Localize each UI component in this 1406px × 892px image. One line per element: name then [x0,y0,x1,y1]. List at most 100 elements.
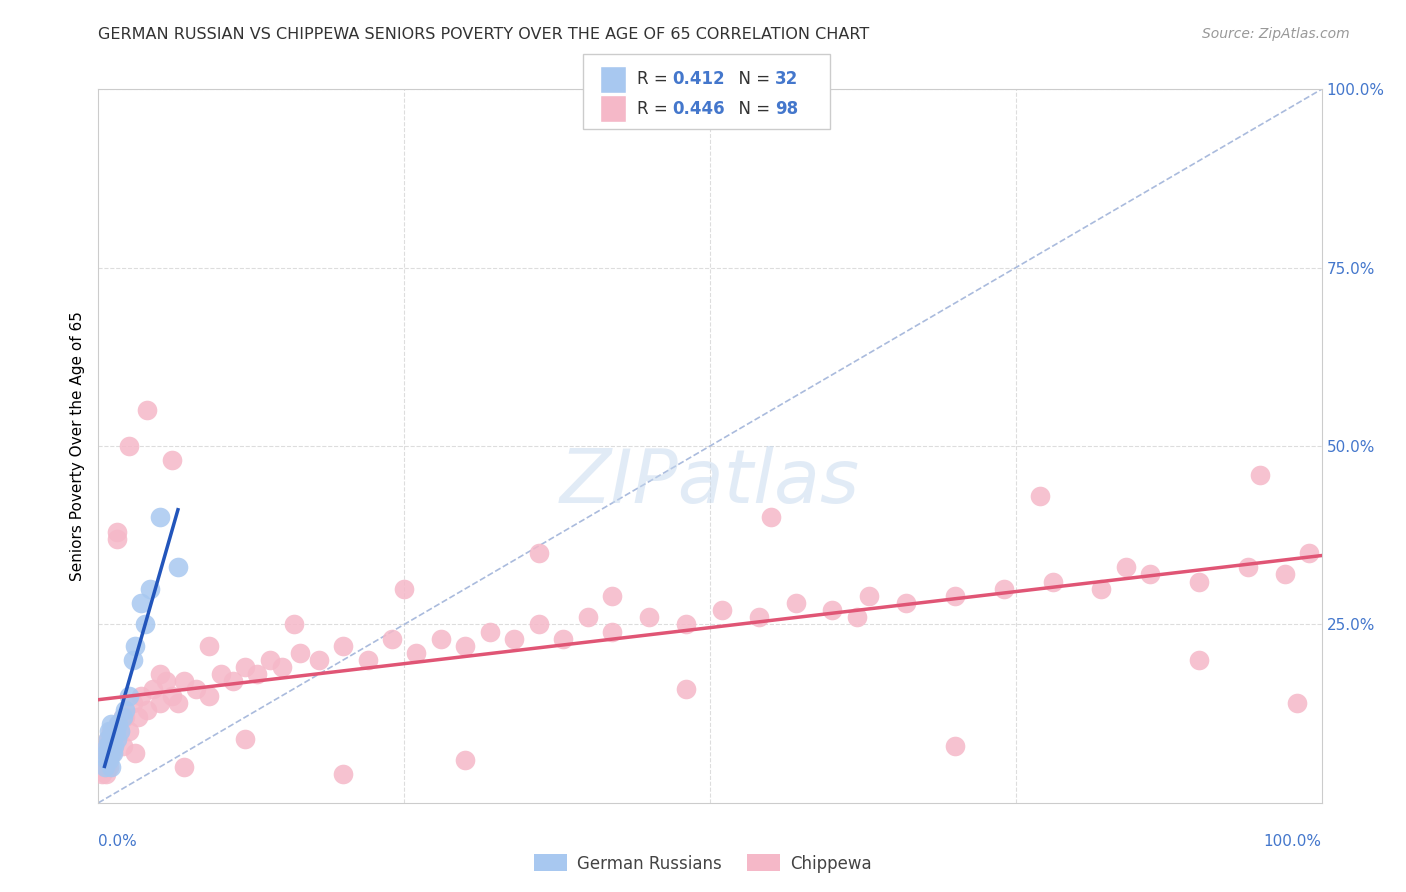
Text: 98: 98 [775,100,797,118]
Point [638,610,661,624]
Point [96,760,118,774]
Point [101,739,124,753]
Point [600,624,623,639]
Point [1115,560,1137,574]
Point [110,724,132,739]
Point [129,596,152,610]
Point [233,660,256,674]
Point [136,703,159,717]
Point [1249,467,1271,482]
Point [101,746,124,760]
Point [160,453,183,467]
Point [1298,546,1320,560]
Point [96,739,118,753]
Point [430,632,453,646]
Point [405,646,427,660]
Point [173,760,195,774]
Point [142,681,165,696]
Point [111,710,134,724]
Point [197,639,219,653]
Point [943,589,966,603]
Point [894,596,917,610]
Point [160,689,183,703]
Text: ZIPatlas: ZIPatlas [560,446,860,517]
Point [91,760,114,774]
Point [503,632,526,646]
Point [553,632,575,646]
Point [197,689,219,703]
Point [101,724,124,739]
Point [105,532,128,546]
Point [101,731,124,746]
Point [104,724,127,739]
Point [93,760,115,774]
Point [114,710,136,724]
Point [259,653,281,667]
Point [1042,574,1064,589]
Point [105,731,128,746]
Point [858,589,880,603]
Point [124,639,146,653]
Point [527,617,550,632]
Point [118,724,141,739]
Point [101,731,124,746]
Point [136,403,159,417]
Point [97,746,120,760]
Point [381,632,404,646]
Point [308,653,330,667]
Point [392,582,416,596]
Point [124,746,146,760]
Text: 0.0%: 0.0% [98,834,138,849]
Point [105,524,128,539]
Point [100,724,122,739]
Point [454,753,477,767]
Point [233,731,256,746]
Point [1286,696,1309,710]
Point [94,746,117,760]
Point [91,767,114,781]
Point [100,739,122,753]
Point [127,710,149,724]
Point [943,739,966,753]
Point [1188,574,1211,589]
Point [114,703,136,717]
Point [98,760,121,774]
Point [97,753,120,767]
Point [167,560,190,574]
Point [1029,489,1052,503]
Point [675,617,697,632]
Point [139,582,162,596]
Point [600,589,623,603]
Point [675,681,697,696]
Text: GERMAN RUSSIAN VS CHIPPEWA SENIORS POVERTY OVER THE AGE OF 65 CORRELATION CHART: GERMAN RUSSIAN VS CHIPPEWA SENIORS POVER… [98,27,870,42]
Point [121,696,143,710]
Point [121,653,143,667]
Point [167,696,190,710]
Point [993,582,1015,596]
Point [107,717,129,731]
Point [1237,560,1260,574]
Point [118,439,141,453]
Point [356,653,378,667]
Point [97,731,120,746]
Point [129,689,152,703]
Point [821,603,844,617]
Point [149,510,172,524]
Point [134,617,156,632]
Point [576,610,599,624]
Point [246,667,269,681]
Point [761,510,783,524]
Point [96,753,118,767]
Text: 0.446: 0.446 [672,100,724,118]
Point [209,667,232,681]
Point [149,667,172,681]
Point [1090,582,1112,596]
Point [222,674,245,689]
Point [96,739,118,753]
Point [1139,567,1161,582]
Text: R =: R = [637,70,673,88]
Point [100,746,122,760]
Point [98,724,121,739]
Point [111,739,134,753]
Point [93,753,115,767]
